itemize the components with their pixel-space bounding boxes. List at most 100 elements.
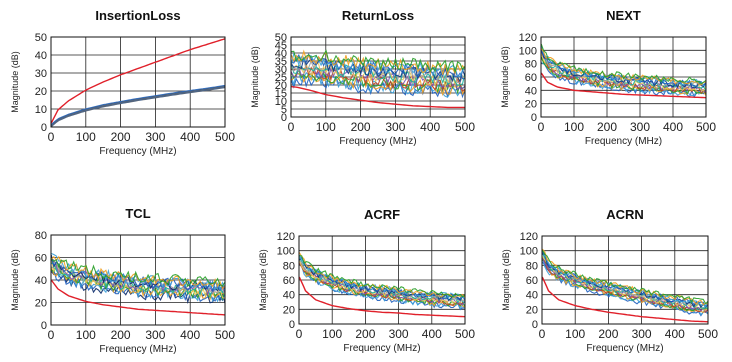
plot-frame — [290, 36, 466, 118]
x-tick-label: 100 — [316, 120, 336, 134]
limit-line — [540, 72, 707, 99]
y-tick-label: 20 — [35, 298, 47, 310]
x-tick-label: 100 — [564, 120, 584, 134]
plot-frame — [541, 235, 709, 325]
x-tick-label: 400 — [422, 327, 442, 341]
series-line — [540, 43, 707, 85]
series-line — [298, 263, 466, 306]
x-tick-label: 300 — [145, 130, 165, 144]
chart-title: ReturnLoss — [342, 8, 414, 23]
y-tick-label: 45 — [275, 40, 287, 52]
x-axis-label: Frequency (MHz) — [99, 344, 176, 355]
x-axis-label: Frequency (MHz) — [586, 343, 663, 354]
series-line — [541, 62, 707, 97]
x-tick-label: 500 — [215, 328, 235, 342]
series-line — [299, 255, 466, 298]
y-tick-label: 120 — [519, 32, 537, 44]
y-tick-label: 5 — [281, 104, 287, 116]
chart-title: InsertionLoss — [95, 8, 180, 23]
x-tick-label: 100 — [76, 328, 96, 342]
x-tick-label: 500 — [215, 130, 235, 144]
x-tick-label: 100 — [565, 327, 585, 341]
chart-title: ACRF — [364, 207, 400, 222]
chart-title: TCL — [125, 206, 150, 221]
y-tick-label: 100 — [277, 246, 295, 258]
series-line — [541, 252, 709, 309]
x-tick-label: 200 — [598, 327, 618, 341]
x-tick-label: 0 — [538, 120, 545, 134]
y-tick-label: 0 — [532, 319, 538, 331]
x-tick-label: 0 — [48, 328, 55, 342]
y-tick-label: 100 — [520, 246, 538, 258]
y-tick-label: 80 — [35, 230, 47, 242]
limit-line — [50, 38, 226, 124]
x-tick-label: 200 — [111, 130, 131, 144]
plot-frame — [298, 235, 466, 325]
series-line — [290, 65, 466, 91]
limit-line — [541, 276, 709, 323]
y-axis-label: Magnitude (dB) — [258, 249, 268, 311]
x-axis-label: Frequency (MHz) — [585, 136, 662, 147]
y-tick-label: 20 — [283, 304, 295, 316]
y-tick-label: 20 — [526, 304, 538, 316]
series-line — [542, 253, 709, 308]
limit-line — [298, 276, 466, 318]
x-tick-label: 300 — [632, 327, 652, 341]
y-tick-label: 40 — [275, 48, 287, 60]
x-axis-label: Frequency (MHz) — [339, 136, 416, 147]
series-line — [290, 58, 466, 84]
y-tick-label: 60 — [525, 72, 537, 84]
y-tick-label: 0 — [41, 320, 47, 332]
series-line — [50, 255, 226, 290]
x-tick-label: 300 — [145, 328, 165, 342]
y-tick-label: 40 — [35, 50, 47, 62]
x-tick-label: 300 — [385, 120, 405, 134]
series-line — [298, 252, 466, 298]
x-tick-label: 0 — [48, 130, 55, 144]
limit-line — [291, 85, 465, 109]
x-tick-label: 0 — [539, 327, 546, 341]
x-tick-label: 500 — [455, 327, 475, 341]
y-tick-label: 40 — [525, 85, 537, 97]
x-tick-label: 100 — [76, 130, 96, 144]
y-tick-label: 30 — [275, 64, 287, 76]
series-line — [298, 259, 466, 303]
series-line — [50, 84, 226, 125]
limit-line — [50, 279, 226, 316]
x-tick-label: 500 — [696, 120, 716, 134]
y-tick-label: 20 — [35, 86, 47, 98]
y-tick-label: 15 — [275, 88, 287, 100]
y-tick-label: 25 — [275, 72, 287, 84]
y-tick-label: 20 — [525, 99, 537, 111]
y-tick-label: 40 — [283, 290, 295, 302]
y-tick-label: 50 — [35, 32, 47, 44]
plot-frame — [50, 36, 226, 128]
x-tick-label: 0 — [296, 327, 303, 341]
y-tick-label: 60 — [526, 275, 538, 287]
x-tick-label: 0 — [288, 120, 295, 134]
x-tick-label: 200 — [111, 328, 131, 342]
y-tick-label: 60 — [283, 275, 295, 287]
x-tick-label: 400 — [180, 328, 200, 342]
y-tick-label: 10 — [35, 104, 47, 116]
y-tick-label: 0 — [531, 112, 537, 124]
x-tick-label: 300 — [630, 120, 650, 134]
y-axis-label: Magnitude (dB) — [500, 46, 510, 108]
series-line — [541, 256, 709, 311]
y-tick-label: 30 — [35, 68, 47, 80]
chart-returnloss: ReturnLoss 0 100 200 300 400 500 05101520253035… — [250, 8, 475, 147]
y-axis-label: Magnitude (dB) — [250, 46, 260, 108]
x-tick-label: 200 — [597, 120, 617, 134]
plot-frame — [50, 234, 226, 326]
y-tick-label: 35 — [275, 56, 287, 68]
x-tick-label: 500 — [698, 327, 718, 341]
series-line — [51, 266, 226, 303]
series-line — [541, 249, 709, 305]
y-tick-label: 0 — [41, 122, 47, 134]
x-tick-label: 400 — [663, 120, 683, 134]
series-line — [50, 258, 226, 288]
x-tick-label: 400 — [180, 130, 200, 144]
series-line — [291, 49, 466, 73]
